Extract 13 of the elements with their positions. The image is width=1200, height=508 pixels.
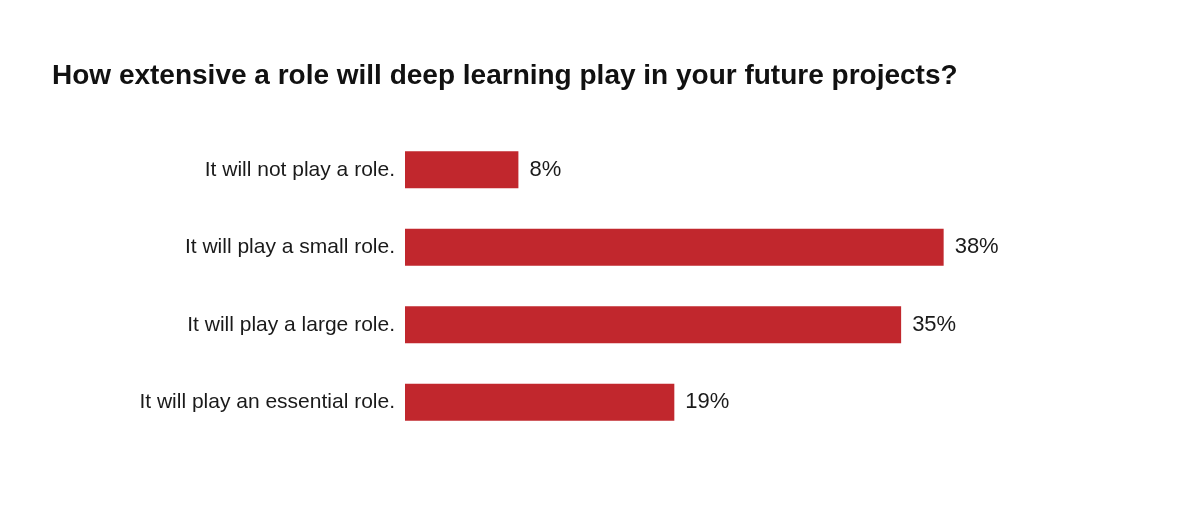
data-label: 38% — [954, 233, 999, 259]
y-tick-label: It will play an essential role. — [139, 389, 395, 413]
data-label: 19% — [685, 388, 730, 414]
data-label: 35% — [912, 310, 957, 336]
bar — [405, 151, 519, 189]
y-tick-label: It will play a large role. — [187, 311, 395, 335]
bar — [405, 306, 902, 344]
bar — [405, 383, 675, 421]
chart-title: How extensive a role will deep learning play in your future projects? — [52, 58, 958, 90]
bar — [405, 228, 944, 266]
y-tick-label: It will not play a role. — [204, 156, 395, 180]
data-label: 8% — [529, 155, 562, 181]
y-tick-label: It will play a small role. — [184, 234, 395, 258]
